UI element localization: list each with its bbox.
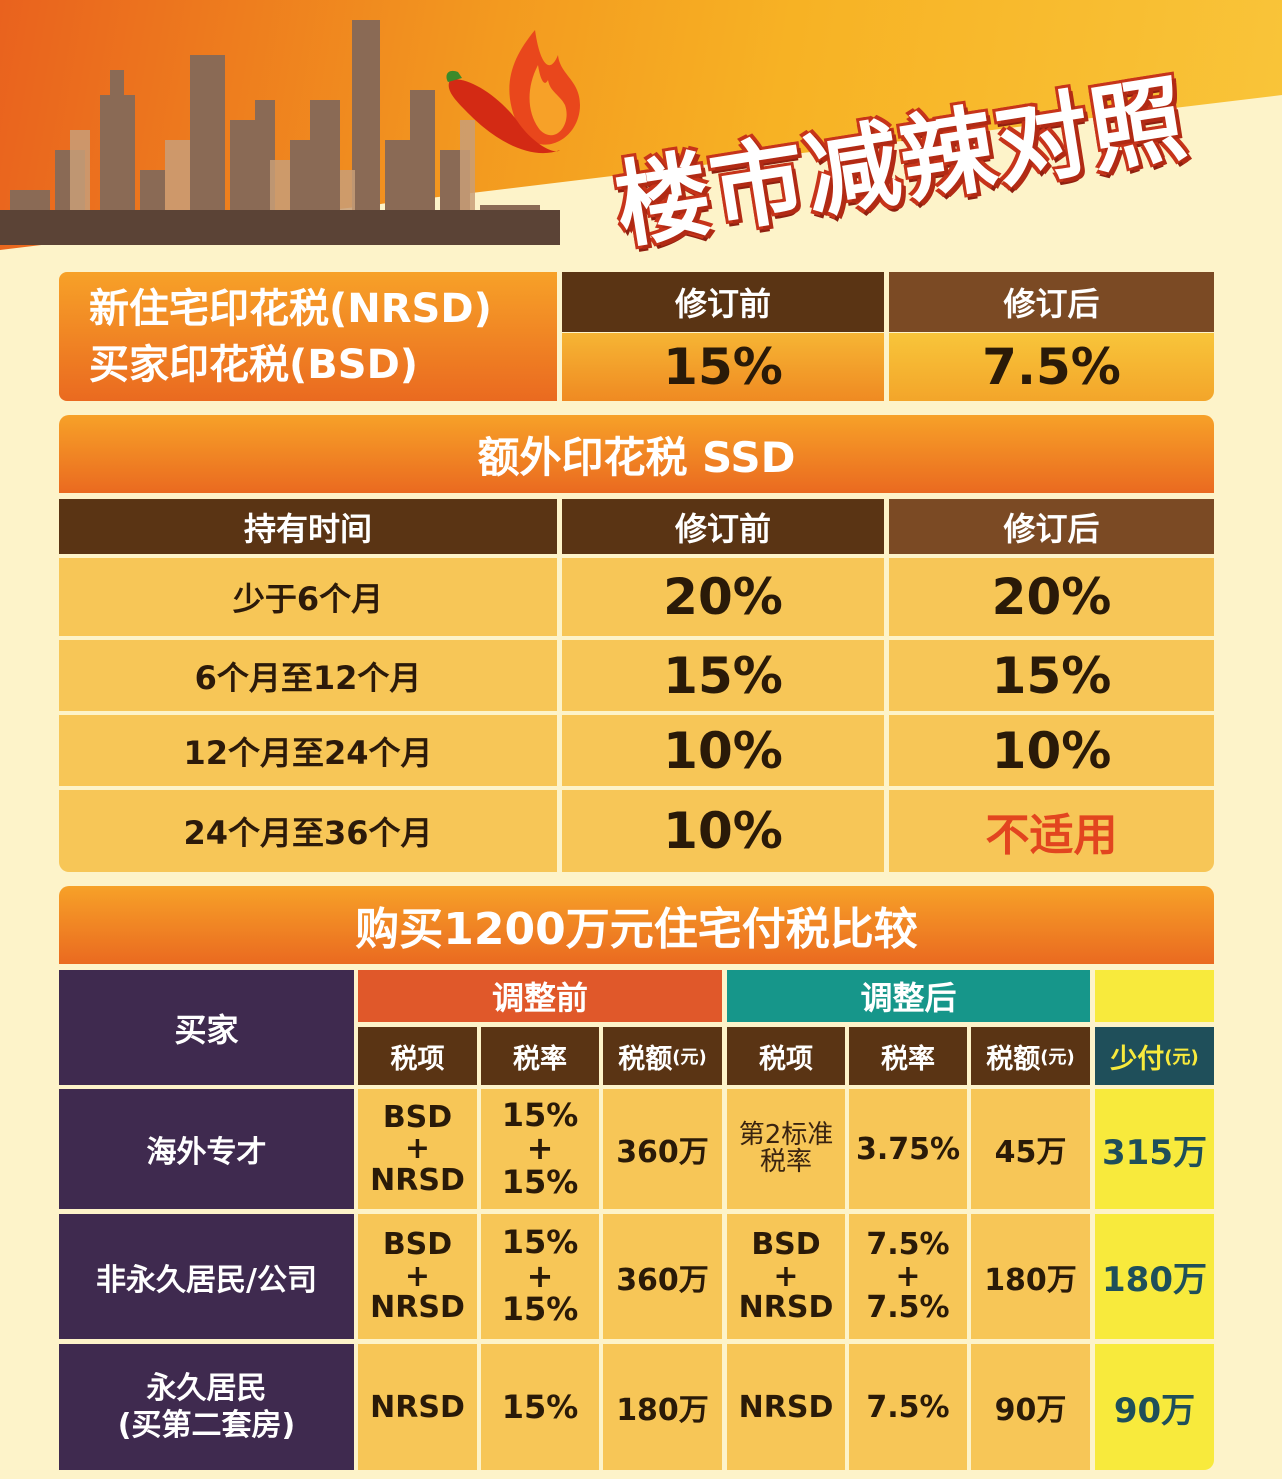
before-amount: 360万 — [603, 1214, 722, 1339]
ssd-row-after: 15% — [889, 640, 1214, 711]
item-line: + — [404, 1258, 431, 1294]
ssd-row-period: 24个月至36个月 — [59, 790, 557, 872]
after-amount: 90万 — [971, 1344, 1090, 1470]
stamp-header-after: 修订后 — [889, 272, 1214, 332]
ssd-row-before: 15% — [562, 640, 884, 711]
item-line: NRSD — [370, 1290, 465, 1326]
before-rate: 15% — [481, 1344, 599, 1470]
before-rate: 15% + 15% — [481, 1214, 599, 1339]
after-item: 第2标准 税率 — [727, 1089, 845, 1209]
after-item: BSD + NRSD — [727, 1214, 845, 1339]
subheader-after-rate: 税率 — [849, 1027, 967, 1085]
subheader-before-item: 税项 — [358, 1027, 477, 1085]
subheader-before-amount: 税额 (元) — [603, 1027, 722, 1085]
ssd-title: 额外印花税 SSD — [59, 415, 1214, 493]
before-item: BSD + NRSD — [358, 1214, 477, 1339]
before-item: NRSD — [358, 1344, 477, 1470]
before-item: BSD + NRSD — [358, 1089, 477, 1209]
item-line: BSD — [751, 1227, 821, 1263]
buyer-header: 买家 — [59, 970, 354, 1085]
item-line: BSD — [382, 1099, 453, 1135]
ssd-row-after: 20% — [889, 558, 1214, 636]
after-amount: 45万 — [971, 1089, 1090, 1209]
item-line: BSD — [382, 1227, 453, 1263]
chili-flame-icon — [446, 30, 580, 154]
amount-unit: (元) — [672, 1047, 707, 1068]
rate-line: 7.5% — [866, 1227, 950, 1263]
saving-unit: (元) — [1164, 1047, 1199, 1068]
before-rate: 15% + 15% — [481, 1089, 599, 1209]
ssd-row-period: 少于6个月 — [59, 558, 557, 636]
before-amount: 360万 — [603, 1089, 722, 1209]
stamp-duty-label: 新住宅印花税(NRSD) 买家印花税(BSD) — [59, 272, 557, 401]
item-line: + — [404, 1131, 431, 1167]
saving-amount: 315万 — [1095, 1089, 1214, 1209]
buyer-note: (买第二套房) — [117, 1408, 296, 1443]
after-rate: 7.5% — [849, 1344, 967, 1470]
rate-line: 15% — [501, 1162, 579, 1201]
saving-amount: 180万 — [1095, 1214, 1214, 1339]
saving-header-spacer — [1095, 970, 1214, 1022]
subheader-saving: 少付 (元) — [1095, 1027, 1214, 1085]
before-amount: 180万 — [603, 1344, 722, 1470]
stamp-value-after: 7.5% — [889, 333, 1214, 401]
buyer-name: 永久居民 (买第二套房) — [59, 1344, 354, 1470]
item-line: + — [773, 1258, 799, 1294]
bsd-label: 买家印花税(BSD) — [89, 341, 419, 388]
item-line: NRSD — [370, 1162, 465, 1198]
nrsd-label: 新住宅印花税(NRSD) — [89, 285, 492, 332]
group-before-header: 调整前 — [358, 970, 722, 1022]
city-skyline-illustration — [0, 20, 560, 245]
saving-amount: 90万 — [1095, 1344, 1214, 1470]
after-rate: 7.5% + 7.5% — [849, 1214, 967, 1339]
comparison-title: 购买1200万元住宅付税比较 — [59, 886, 1214, 964]
after-item: NRSD — [727, 1344, 845, 1470]
item-line: 税率 — [759, 1147, 812, 1177]
subheader-after-amount: 税额 (元) — [971, 1027, 1090, 1085]
rate-line: 7.5% — [866, 1290, 950, 1326]
group-after-header: 调整后 — [727, 970, 1090, 1022]
rate-line: + — [895, 1258, 921, 1294]
rate-line: + — [526, 1256, 554, 1295]
ssd-not-applicable: 不适用 — [889, 790, 1214, 872]
ssd-row-period: 12个月至24个月 — [59, 715, 557, 786]
rate-line: 15% — [501, 1290, 579, 1329]
saving-label: 少付 — [1110, 1043, 1165, 1075]
subheader-after-item: 税项 — [727, 1027, 845, 1085]
amount-unit: (元) — [1040, 1047, 1075, 1068]
after-amount: 180万 — [971, 1214, 1090, 1339]
ssd-row-before: 10% — [562, 790, 884, 872]
buyer-name-line: 永久居民 — [146, 1370, 267, 1406]
subheader-before-rate: 税率 — [481, 1027, 599, 1085]
after-rate: 3.75% — [849, 1089, 967, 1209]
ssd-header-after: 修订后 — [889, 499, 1214, 554]
stamp-header-before: 修订前 — [562, 272, 884, 332]
ssd-row-after: 10% — [889, 715, 1214, 786]
rate-line: + — [526, 1129, 554, 1168]
rate-line: 15% — [501, 1223, 579, 1262]
buyer-name: 非永久居民/公司 — [59, 1214, 354, 1339]
amount-label: 税额 — [618, 1043, 673, 1075]
ssd-row-period: 6个月至12个月 — [59, 640, 557, 711]
rate-line: 15% — [501, 1095, 579, 1134]
ssd-header-period: 持有时间 — [59, 499, 557, 554]
buyer-name: 海外专才 — [59, 1089, 354, 1209]
stamp-value-before: 15% — [562, 333, 884, 401]
item-line: NRSD — [738, 1290, 834, 1326]
ssd-row-before: 20% — [562, 558, 884, 636]
item-line: 第2标准 — [738, 1119, 834, 1150]
ssd-row-before: 10% — [562, 715, 884, 786]
ssd-header-before: 修订前 — [562, 499, 884, 554]
amount-label: 税额 — [986, 1043, 1041, 1075]
